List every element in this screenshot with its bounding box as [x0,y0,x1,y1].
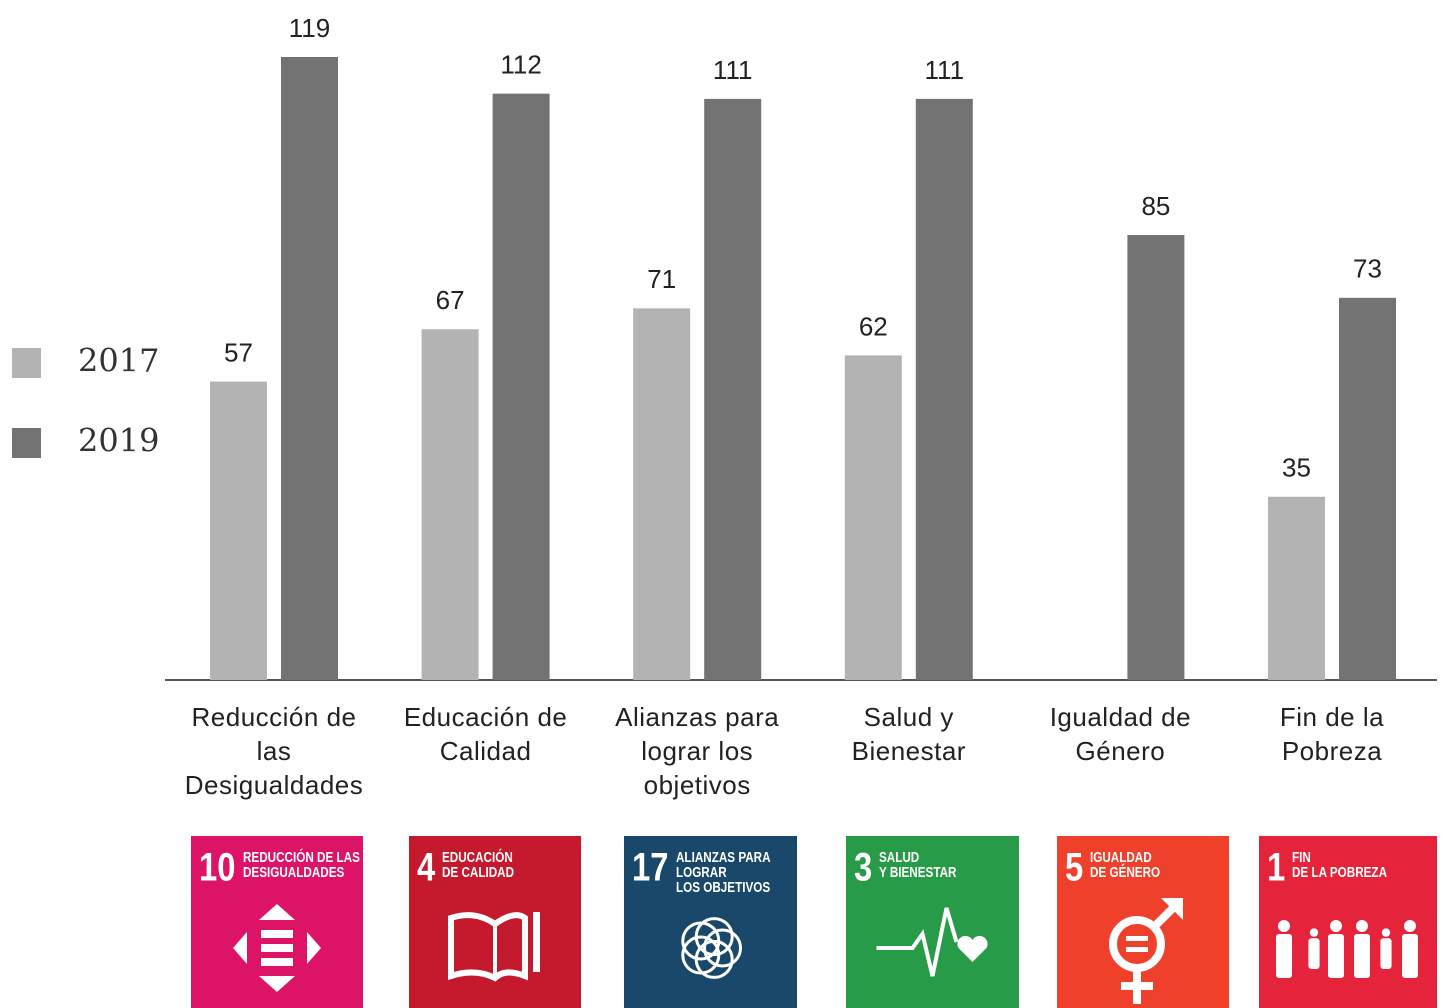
x-tick-label: Alianzas para lograr los objetivos [615,702,780,800]
value-label: 71 [647,264,676,294]
pictogram [1276,934,1292,978]
icon-number: 5 [1065,844,1083,889]
icon-number: 4 [417,844,436,889]
pictogram [448,912,528,982]
value-label: 35 [1282,453,1311,483]
icon-number: 10 [199,844,235,889]
pictogram [1278,920,1290,932]
legend-swatch [12,348,41,378]
value-label: 111 [713,55,753,85]
x-tick-label: Fin de la Pobreza [1279,702,1385,766]
icon-label: FIN [1292,849,1311,866]
icon-label: DE CALIDAD [442,864,514,881]
value-label: 111 [925,55,965,85]
bar [1339,297,1396,680]
pictogram [1161,898,1183,920]
pictogram [876,907,959,977]
pictogram [261,930,293,938]
pictogram [233,932,247,964]
pictogram [1309,928,1319,937]
pictogram [307,932,321,964]
pictogram [1126,947,1148,952]
icon-label: LOS OBJETIVOS [676,879,770,896]
pictogram [1380,938,1392,969]
bar [421,329,479,680]
pictogram [957,935,988,962]
pictogram [1308,938,1320,969]
x-tick-label: Reducción de las Desigualdades [184,702,364,800]
icon-background [624,836,797,1008]
pictogram [261,958,293,966]
icon-label: EDUCACIÓN [442,849,513,866]
pictogram [1330,920,1342,932]
icon-number: 1 [1267,844,1285,889]
bar [492,93,550,681]
pictogram [1402,934,1418,978]
pictogram [1126,936,1148,941]
icon-label: Y BIENESTAR [879,864,957,881]
icon-label: LOGRAR [676,864,727,881]
icon-label: DESIGUALDADES [243,864,344,881]
bar [210,381,267,680]
x-tick-label: Educación de Calidad [403,702,568,766]
bar [1268,496,1325,680]
bar [1127,235,1185,680]
value-label: 57 [224,337,253,367]
bar [915,98,973,681]
legend-swatch [12,428,41,458]
value-label: 112 [500,50,541,80]
pictogram [533,912,540,972]
pictogram [1356,920,1368,932]
icon-label: SALUD [879,849,920,866]
x-tick-label: Salud y Bienestar [851,702,966,766]
pictogram [703,928,742,968]
icon-label: DE LA POBREZA [1292,864,1387,881]
pictogram [1152,903,1178,929]
pictogram [261,944,293,952]
icon-label: DE GÉNERO [1090,864,1160,881]
value-label: 119 [289,13,330,43]
legend-label: 2017 [78,342,159,380]
pictogram [1354,934,1370,978]
pictogram [1404,920,1416,932]
bar [844,355,902,680]
icon-label: ALIANZAS PARA [676,849,771,866]
pictogram [1121,982,1153,990]
value-label: 85 [1141,191,1170,221]
bar [281,57,338,680]
icon-background [846,836,1019,1008]
icon-label: IGUALDAD [1090,849,1152,866]
pictogram [1381,928,1391,937]
icon-label: REDUCCIÓN DE LAS [243,849,360,866]
value-label: 67 [436,285,465,315]
legend-label: 2019 [78,422,159,460]
bar [633,308,691,680]
pictogram [259,976,295,992]
bar [704,98,762,681]
x-tick-label: Igualdad de Género [1049,702,1192,766]
pictogram [694,917,734,957]
icon-number: 3 [854,844,872,889]
value-label: 73 [1353,254,1382,284]
icon-number: 17 [632,844,668,889]
pictogram [259,904,295,920]
value-label: 62 [859,311,888,341]
pictogram [1328,934,1344,978]
